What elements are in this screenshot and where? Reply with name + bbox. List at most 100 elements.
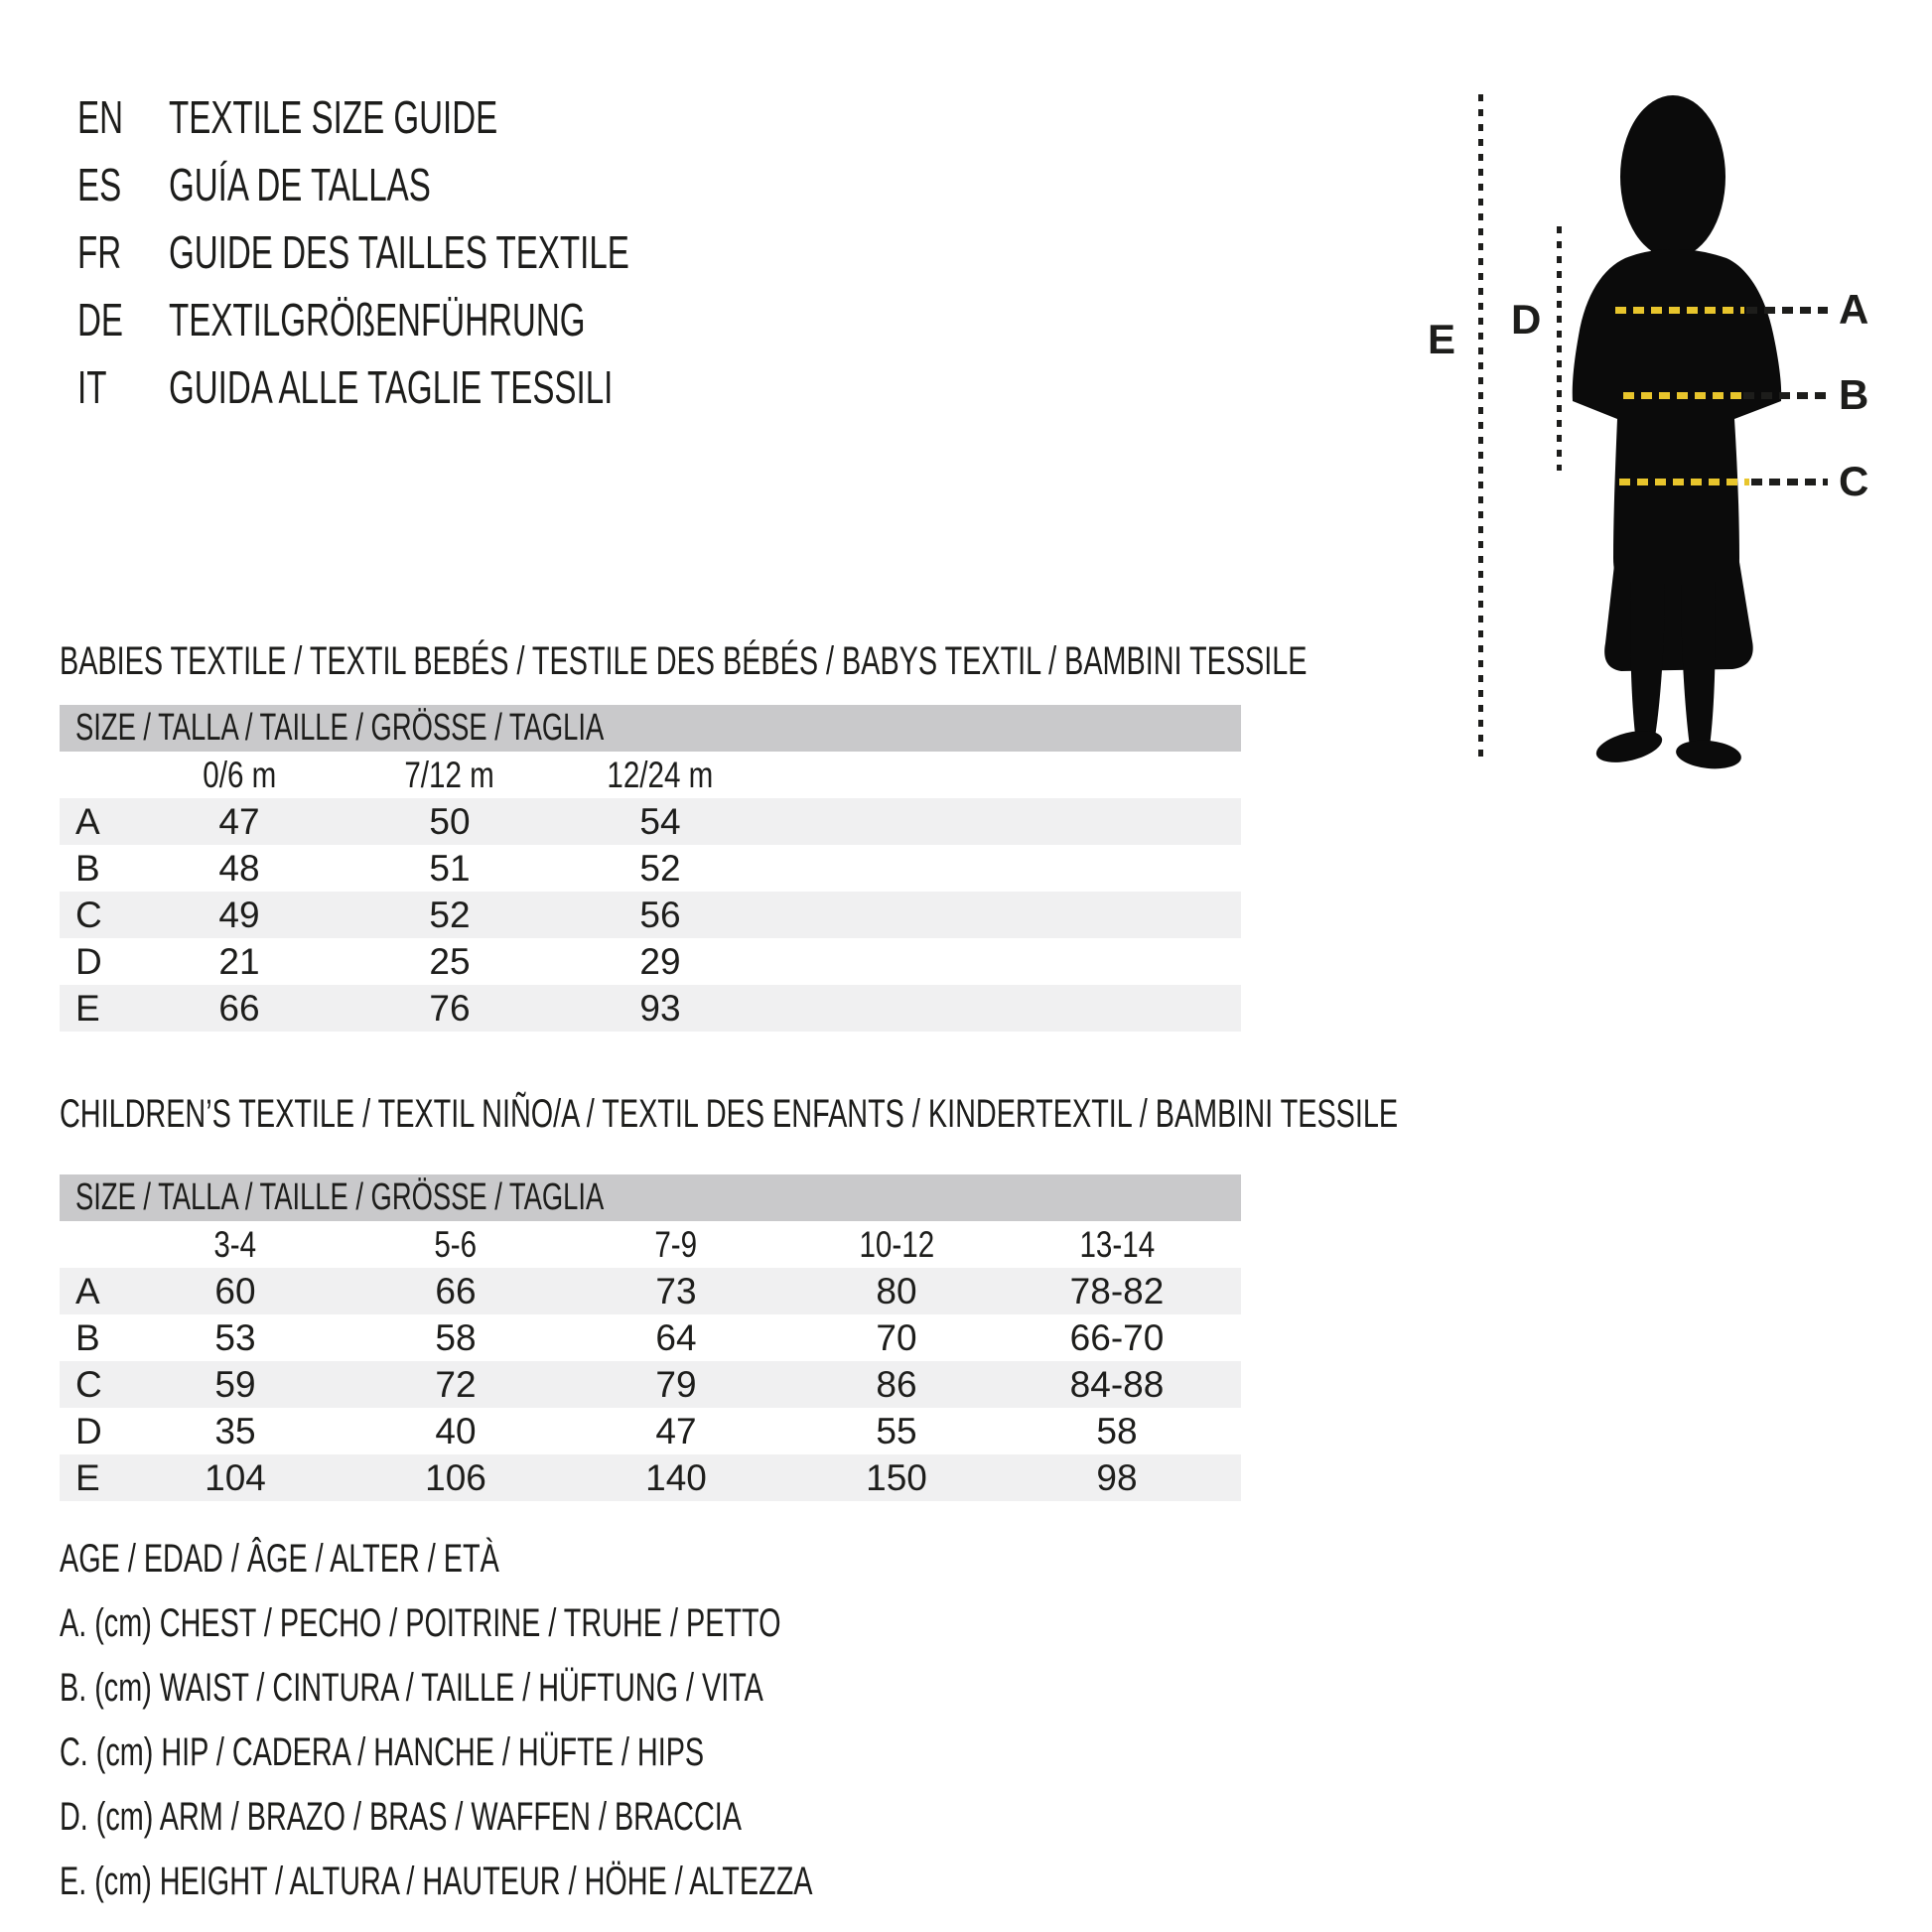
cell: 66-70 bbox=[1069, 1316, 1165, 1358]
row-label: E bbox=[75, 1456, 100, 1498]
cell: 29 bbox=[639, 940, 681, 982]
table-row: C 59 72 79 86 84-88 bbox=[60, 1361, 1241, 1408]
figure-label-d: D bbox=[1511, 296, 1542, 343]
height-guide-dotted-line-e bbox=[1478, 94, 1483, 764]
cell: 21 bbox=[218, 940, 260, 982]
cell: 79 bbox=[655, 1363, 697, 1405]
children-section-heading: CHILDREN’S TEXTILE / TEXTIL NIÑO/A / TEX… bbox=[60, 1090, 1918, 1138]
cell: 104 bbox=[205, 1456, 266, 1498]
children-column-header-row: 3-4 5-6 7-9 10-12 13-14 bbox=[60, 1221, 1241, 1268]
row-label: D bbox=[75, 1410, 102, 1451]
cell: 93 bbox=[639, 987, 681, 1029]
column-header: 3-4 bbox=[213, 1223, 257, 1265]
cell: 106 bbox=[425, 1456, 486, 1498]
lang-title: GUÍA DE TALLAS bbox=[169, 159, 431, 210]
lang-code: IT bbox=[77, 361, 107, 413]
chest-measure-line-a-ext bbox=[1746, 307, 1828, 314]
waist-measure-line-b bbox=[1623, 392, 1741, 399]
cell: 53 bbox=[214, 1316, 256, 1358]
cell: 50 bbox=[429, 800, 471, 842]
cell: 52 bbox=[429, 894, 471, 935]
cell: 54 bbox=[639, 800, 681, 842]
cell: 56 bbox=[639, 894, 681, 935]
lang-row-de: DE TEXTILGRÖßENFÜHRUNG bbox=[77, 292, 748, 347]
waist-measure-line-b-ext bbox=[1743, 392, 1828, 399]
cell: 70 bbox=[876, 1316, 917, 1358]
cell: 60 bbox=[214, 1270, 256, 1311]
legend-line-arm: D. (cm) ARM / BRAZO / BRAS / WAFFEN / BR… bbox=[60, 1794, 742, 1839]
cell: 86 bbox=[876, 1363, 917, 1405]
column-header: 10-12 bbox=[859, 1223, 934, 1265]
row-label: C bbox=[75, 894, 102, 935]
cell: 25 bbox=[429, 940, 471, 982]
cell: 84-88 bbox=[1069, 1363, 1165, 1405]
row-label: B bbox=[75, 1316, 100, 1358]
cell: 58 bbox=[435, 1316, 477, 1358]
arm-guide-dotted-line-d bbox=[1557, 226, 1562, 471]
cell: 47 bbox=[218, 800, 260, 842]
cell: 52 bbox=[639, 847, 681, 889]
table-row: D 21 25 29 bbox=[60, 938, 1241, 985]
column-header: 0/6 m bbox=[202, 754, 277, 795]
lang-title: TEXTILGRÖßENFÜHRUNG bbox=[169, 294, 586, 345]
lang-title: TEXTILE SIZE GUIDE bbox=[169, 91, 498, 143]
cell: 76 bbox=[429, 987, 471, 1029]
legend-line-hip: C. (cm) HIP / CADERA / HANCHE / HÜFTE / … bbox=[60, 1729, 705, 1774]
children-heading-text: CHILDREN’S TEXTILE / TEXTIL NIÑO/A / TEX… bbox=[60, 1091, 1399, 1136]
figure-label-b: B bbox=[1839, 371, 1869, 418]
chest-measure-line-a bbox=[1615, 307, 1744, 314]
cell: 140 bbox=[645, 1456, 707, 1498]
lang-row-es: ES GUÍA DE TALLAS bbox=[77, 157, 532, 212]
column-header: 12/24 m bbox=[607, 754, 714, 795]
lang-code: FR bbox=[77, 226, 122, 278]
size-header-text: SIZE / TALLA / TAILLE / GRÖSSE / TAGLIA bbox=[75, 707, 605, 749]
table-row: B 53 58 64 70 66-70 bbox=[60, 1314, 1241, 1361]
column-header: 13-14 bbox=[1079, 1223, 1155, 1265]
lang-title: GUIDA ALLE TAGLIE TESSILI bbox=[169, 361, 614, 413]
hip-measure-line-c-ext bbox=[1751, 479, 1828, 485]
row-label: E bbox=[75, 987, 100, 1029]
babies-heading-text: BABIES TEXTILE / TEXTIL BEBÉS / TESTILE … bbox=[60, 638, 1308, 683]
cell: 35 bbox=[214, 1410, 256, 1451]
lang-code: DE bbox=[77, 294, 124, 345]
cell: 73 bbox=[655, 1270, 697, 1311]
figure-label-a: A bbox=[1839, 286, 1869, 333]
babies-size-table: SIZE / TALLA / TAILLE / GRÖSSE / TAGLIA … bbox=[60, 705, 1241, 1032]
legend-line-chest: A. (cm) CHEST / PECHO / POITRINE / TRUHE… bbox=[60, 1600, 781, 1645]
row-label: A bbox=[75, 800, 100, 842]
table-row: A 47 50 54 bbox=[60, 798, 1241, 845]
cell: 150 bbox=[866, 1456, 927, 1498]
cell: 59 bbox=[214, 1363, 256, 1405]
legend-line-height: E. (cm) HEIGHT / ALTURA / HAUTEUR / HÖHE… bbox=[60, 1859, 813, 1903]
figure-label-c: C bbox=[1839, 458, 1869, 504]
size-header-text: SIZE / TALLA / TAILLE / GRÖSSE / TAGLIA bbox=[75, 1176, 605, 1218]
cell: 72 bbox=[435, 1363, 477, 1405]
table-row: E 104 106 140 150 98 bbox=[60, 1454, 1241, 1501]
cell: 64 bbox=[655, 1316, 697, 1358]
lang-row-it: IT GUIDA ALLE TAGLIE TESSILI bbox=[77, 359, 785, 415]
legend-line-age: AGE / EDAD / ÂGE / ALTER / ETÀ bbox=[60, 1536, 499, 1581]
cell: 51 bbox=[429, 847, 471, 889]
cell: 98 bbox=[1096, 1456, 1138, 1498]
row-label: C bbox=[75, 1363, 102, 1405]
lang-code: ES bbox=[77, 159, 122, 210]
row-label: A bbox=[75, 1270, 100, 1311]
cell: 66 bbox=[218, 987, 260, 1029]
hip-measure-line-c bbox=[1619, 479, 1749, 485]
table-row: B 48 51 52 bbox=[60, 845, 1241, 892]
column-header: 7/12 m bbox=[404, 754, 495, 795]
cell: 55 bbox=[876, 1410, 917, 1451]
babies-section-heading: BABIES TEXTILE / TEXTIL BEBÉS / TESTILE … bbox=[60, 637, 1792, 685]
children-size-table: SIZE / TALLA / TAILLE / GRÖSSE / TAGLIA … bbox=[60, 1174, 1241, 1501]
cell: 66 bbox=[435, 1270, 477, 1311]
table-row: A 60 66 73 80 78-82 bbox=[60, 1268, 1241, 1314]
row-label: D bbox=[75, 940, 102, 982]
cell: 58 bbox=[1096, 1410, 1138, 1451]
lang-row-fr: FR GUIDE DES TAILLES TEXTILE bbox=[77, 224, 808, 280]
cell: 47 bbox=[655, 1410, 697, 1451]
child-silhouette-figure bbox=[1572, 95, 1782, 769]
cell: 40 bbox=[435, 1410, 477, 1451]
cell: 48 bbox=[218, 847, 260, 889]
column-header: 7-9 bbox=[654, 1223, 698, 1265]
